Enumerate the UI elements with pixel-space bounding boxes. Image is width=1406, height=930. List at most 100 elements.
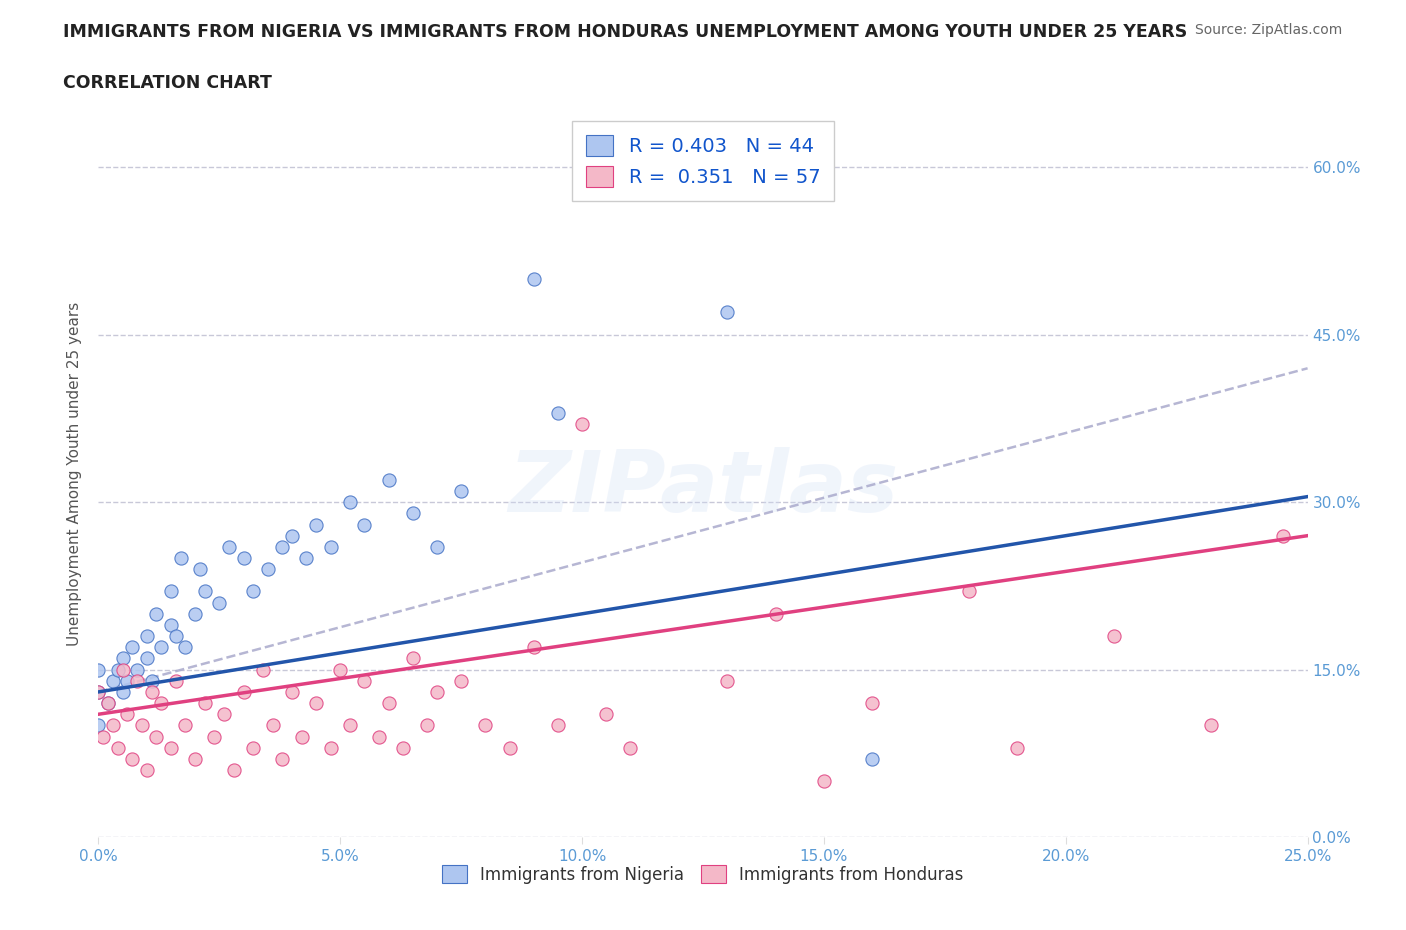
Point: [957, 584, 980, 599]
Point: [765, 606, 787, 621]
Point: [595, 707, 617, 722]
Point: [127, 662, 149, 677]
Point: [101, 673, 124, 688]
Point: [353, 517, 375, 532]
Point: [416, 718, 439, 733]
Point: [392, 740, 415, 755]
Point: [523, 272, 546, 286]
Point: [194, 584, 217, 599]
Point: [1199, 718, 1222, 733]
Point: [547, 718, 569, 733]
Point: [87, 662, 110, 677]
Point: [135, 629, 157, 644]
Point: [290, 729, 312, 744]
Point: [97, 696, 120, 711]
Point: [716, 673, 738, 688]
Point: [252, 662, 274, 677]
Text: IMMIGRANTS FROM NIGERIA VS IMMIGRANTS FROM HONDURAS UNEMPLOYMENT AMONG YOUTH UND: IMMIGRANTS FROM NIGERIA VS IMMIGRANTS FR…: [63, 23, 1188, 41]
Point: [1272, 528, 1295, 543]
Point: [450, 673, 472, 688]
Point: [160, 740, 183, 755]
Point: [232, 551, 254, 565]
Point: [208, 595, 231, 610]
Point: [377, 696, 399, 711]
Point: [165, 673, 187, 688]
Point: [498, 740, 520, 755]
Point: [107, 662, 129, 677]
Point: [127, 673, 149, 688]
Point: [319, 740, 342, 755]
Point: [295, 551, 318, 565]
Point: [145, 606, 167, 621]
Point: [184, 751, 207, 766]
Point: [426, 684, 449, 699]
Text: Source: ZipAtlas.com: Source: ZipAtlas.com: [1195, 23, 1343, 37]
Point: [619, 740, 641, 755]
Point: [256, 562, 278, 577]
Point: [160, 618, 183, 632]
Point: [474, 718, 496, 733]
Point: [160, 584, 183, 599]
Point: [305, 517, 328, 532]
Point: [174, 718, 197, 733]
Point: [87, 684, 110, 699]
Point: [242, 584, 264, 599]
Point: [281, 528, 304, 543]
Point: [262, 718, 284, 733]
Point: [117, 707, 139, 722]
Point: [271, 751, 294, 766]
Point: [1007, 740, 1029, 755]
Point: [339, 718, 361, 733]
Point: [141, 684, 163, 699]
Point: [135, 651, 157, 666]
Point: [169, 551, 191, 565]
Point: [402, 651, 425, 666]
Point: [131, 718, 153, 733]
Point: [402, 506, 425, 521]
Point: [1102, 629, 1125, 644]
Point: [150, 696, 173, 711]
Text: ZIPatlas: ZIPatlas: [508, 447, 898, 530]
Text: CORRELATION CHART: CORRELATION CHART: [63, 74, 273, 92]
Point: [281, 684, 304, 699]
Point: [107, 740, 129, 755]
Point: [547, 405, 569, 420]
Point: [87, 684, 110, 699]
Point: [91, 729, 114, 744]
Point: [111, 662, 134, 677]
Point: [377, 472, 399, 487]
Legend: Immigrants from Nigeria, Immigrants from Honduras: Immigrants from Nigeria, Immigrants from…: [436, 858, 970, 890]
Point: [121, 751, 143, 766]
Point: [194, 696, 217, 711]
Point: [121, 640, 143, 655]
Point: [242, 740, 264, 755]
Point: [339, 495, 361, 510]
Point: [813, 774, 835, 789]
Point: [101, 718, 124, 733]
Point: [368, 729, 391, 744]
Point: [145, 729, 167, 744]
Point: [860, 751, 883, 766]
Point: [111, 684, 134, 699]
Point: [117, 673, 139, 688]
Point: [150, 640, 173, 655]
Y-axis label: Unemployment Among Youth under 25 years: Unemployment Among Youth under 25 years: [67, 302, 83, 646]
Point: [271, 539, 294, 554]
Point: [141, 673, 163, 688]
Point: [204, 729, 226, 744]
Point: [87, 718, 110, 733]
Point: [716, 305, 738, 320]
Point: [353, 673, 375, 688]
Point: [174, 640, 197, 655]
Point: [232, 684, 254, 699]
Point: [218, 539, 240, 554]
Point: [188, 562, 211, 577]
Point: [222, 763, 245, 777]
Point: [135, 763, 157, 777]
Point: [165, 629, 187, 644]
Point: [426, 539, 449, 554]
Point: [450, 484, 472, 498]
Point: [97, 696, 120, 711]
Point: [305, 696, 328, 711]
Point: [111, 651, 134, 666]
